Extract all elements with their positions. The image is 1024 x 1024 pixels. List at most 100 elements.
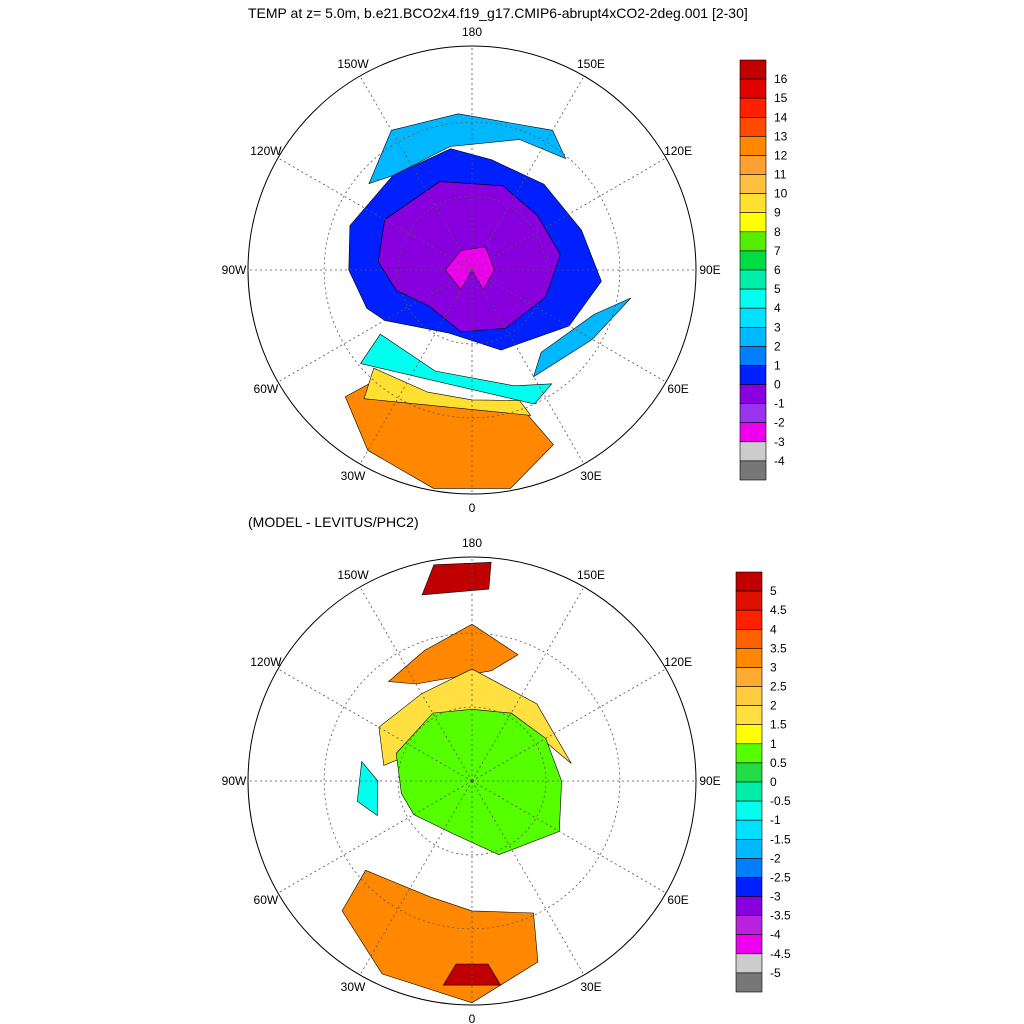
longitude-label: 60W [254,893,279,907]
map-title-top: TEMP at z= 5.0m, b.e21.BCO2x4.f19_g17.CM… [248,5,748,21]
colorbar-label: 1 [774,359,781,373]
parallel-line [397,195,547,345]
longitude-label: 30W [341,980,366,994]
colorbar-swatch [735,648,763,668]
colorbar-label: 15 [774,91,788,105]
colorbar-swatch [739,346,767,366]
colorbar-swatch [735,781,763,802]
colorbar-label: -3.5 [770,909,791,923]
colorbar-label: 2 [774,339,781,353]
longitude-label: 150E [577,568,605,582]
longitude-label: 60E [667,893,688,907]
colorbar-swatch [739,269,767,290]
colorbar-label: 0 [774,378,781,392]
colorbar-swatch [735,705,763,725]
longitude-label: 120E [664,655,692,669]
meridian-line [359,75,473,271]
longitude-label: 120E [664,144,692,158]
colorbar-label: -4.5 [770,947,791,961]
colorbar-swatch [739,155,767,175]
map_bottom-graticule [248,557,696,1005]
colorbar-label: -0.5 [770,794,791,808]
map_top-map: 180 150E 120E 90E 60E 30E 0 30W 60W 90W 120W 150W [222,25,721,515]
meridian-line [471,586,585,782]
colorbar-swatch [735,838,763,859]
longitude-label: 90E [699,774,720,788]
colorbar-swatch [735,896,763,916]
longitude-label: 150W [337,568,369,582]
colorbar-label: 4 [774,301,781,315]
meridian-line [471,780,585,976]
parallel-line [397,706,547,856]
meridian-line [471,780,667,894]
colorbar-label: 9 [774,206,781,220]
colorbar-swatch [739,59,767,80]
meridian-line [471,668,667,782]
colorbar-swatch [739,384,767,404]
colorbar-label: 3 [770,661,777,675]
colorbar-label: 14 [774,110,788,124]
colorbar-label: 7 [774,244,781,258]
parallel-line [323,121,621,419]
map_top-field-region [368,113,567,185]
colorbar-swatch [735,953,763,974]
colorbar-swatch [739,307,767,328]
colorbar-label: -1 [770,813,781,827]
meridian-line [359,269,473,465]
colorbar-label: 4.5 [770,603,787,617]
longitude-label: 0 [469,501,476,515]
colorbar-swatch [735,915,763,935]
longitude-label: 30E [580,980,601,994]
colorbar-swatch [735,934,763,955]
colorbar-swatch [739,78,767,99]
colorbar-label: -1.5 [770,832,791,846]
meridian-line [471,269,585,465]
colorbar-label: 0 [770,775,777,789]
map_bottom-field-region [421,561,492,596]
meridian-line [277,780,473,894]
longitude-label: 120W [250,655,282,669]
colorbar-swatch [739,326,767,347]
longitude-label: 30W [341,469,366,483]
colorbar-label: 2 [770,699,777,713]
longitude-label: 90W [222,263,247,277]
colorbar-swatch [735,724,763,745]
map_bottom-colorbar: 5 4.5 4 3.5 3 2.5 2 1.5 1 0.5 0 -0.5 -1 -1.5 -2 -2.5 -3 -… [735,571,791,993]
colorbar-swatch [735,800,763,821]
colorbar-swatch [739,460,767,481]
colorbar-label: 4 [770,622,777,636]
colorbar-label: 6 [774,263,781,277]
meridian-line [277,668,473,782]
colorbar-swatch [739,441,767,462]
longitude-label: 150W [337,57,369,71]
colorbar-swatch [739,136,767,156]
colorbar-swatch [739,193,767,214]
colorbar-swatch [735,667,763,687]
colorbar-swatch [735,686,763,706]
colorbar-swatch [735,972,763,993]
map_top-graticule [248,46,696,494]
longitude-label: 180 [462,536,482,550]
meridian-line [359,780,473,976]
colorbar-label: 5 [770,584,777,598]
meridian-line [277,157,473,271]
colorbar-swatch [735,590,763,611]
colorbar-label: -5 [770,966,781,980]
colorbar-label: -2 [770,851,781,865]
colorbar-label: 5 [774,282,781,296]
colorbar-swatch [739,117,767,137]
colorbar-swatch [735,858,763,878]
colorbar-swatch [735,762,763,783]
colorbar-label: 1 [770,737,777,751]
longitude-label: 90W [222,774,247,788]
colorbar-swatch [739,212,767,233]
colorbar-label: 16 [774,72,788,86]
colorbar-label: 0.5 [770,756,787,770]
colorbar-swatch [735,571,763,592]
longitude-label: 60E [667,382,688,396]
map_top-ocean-field [248,46,696,494]
colorbar-label: 2.5 [770,680,787,694]
meridian-line [359,586,473,782]
meridian-line [471,269,667,383]
